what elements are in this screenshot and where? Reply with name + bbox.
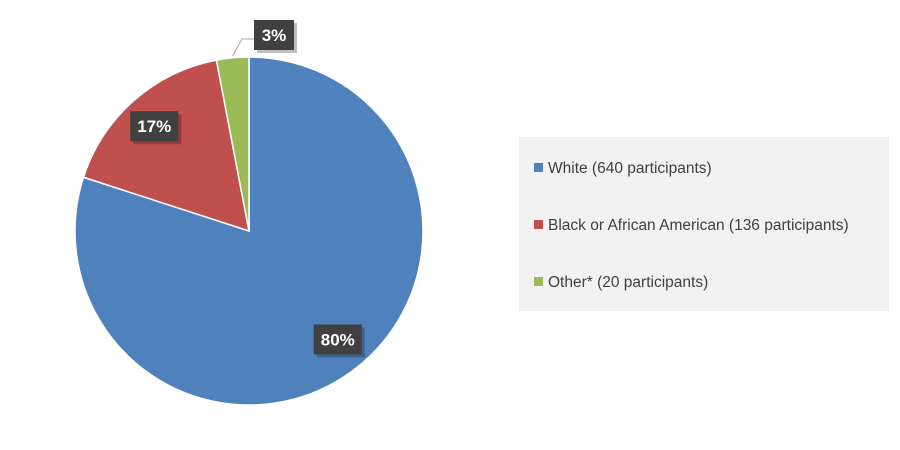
- data-label-text: 17%: [137, 117, 171, 136]
- data-label-text: 3%: [262, 26, 287, 45]
- data-labels: 80% 17% 3%: [130, 20, 365, 358]
- legend-label: White (640 participants): [548, 160, 712, 177]
- legend-item-black-or-african-american: Black or African American (136 participa…: [534, 217, 849, 234]
- legend: White (640 participants) Black or African…: [519, 137, 889, 311]
- pie-slices: [74, 56, 424, 406]
- legend-swatch: [534, 220, 543, 229]
- legend-swatch: [534, 277, 543, 286]
- legend-item-other: Other* (20 participants): [534, 274, 708, 291]
- legend-label: Other* (20 participants): [548, 274, 708, 291]
- data-label-box: [254, 20, 294, 50]
- data-label-box: [313, 324, 362, 355]
- legend-label: Black or African American (136 participa…: [548, 217, 849, 234]
- pie-slice-black-or-african-american: [82, 59, 250, 233]
- data-label-white: 80%: [313, 324, 365, 358]
- data-label-black-or-african-american: 17%: [130, 111, 182, 145]
- legend-swatch: [534, 163, 543, 172]
- pie-slice-other: [215, 56, 250, 232]
- legend-background: [519, 137, 889, 311]
- data-label-text: 80%: [321, 330, 355, 349]
- legend-item-white: White (640 participants): [534, 160, 712, 177]
- data-label-box: [130, 111, 179, 142]
- leader-line-other: [232, 38, 254, 57]
- leader-lines: [232, 38, 254, 57]
- data-label-other: 3%: [254, 20, 297, 53]
